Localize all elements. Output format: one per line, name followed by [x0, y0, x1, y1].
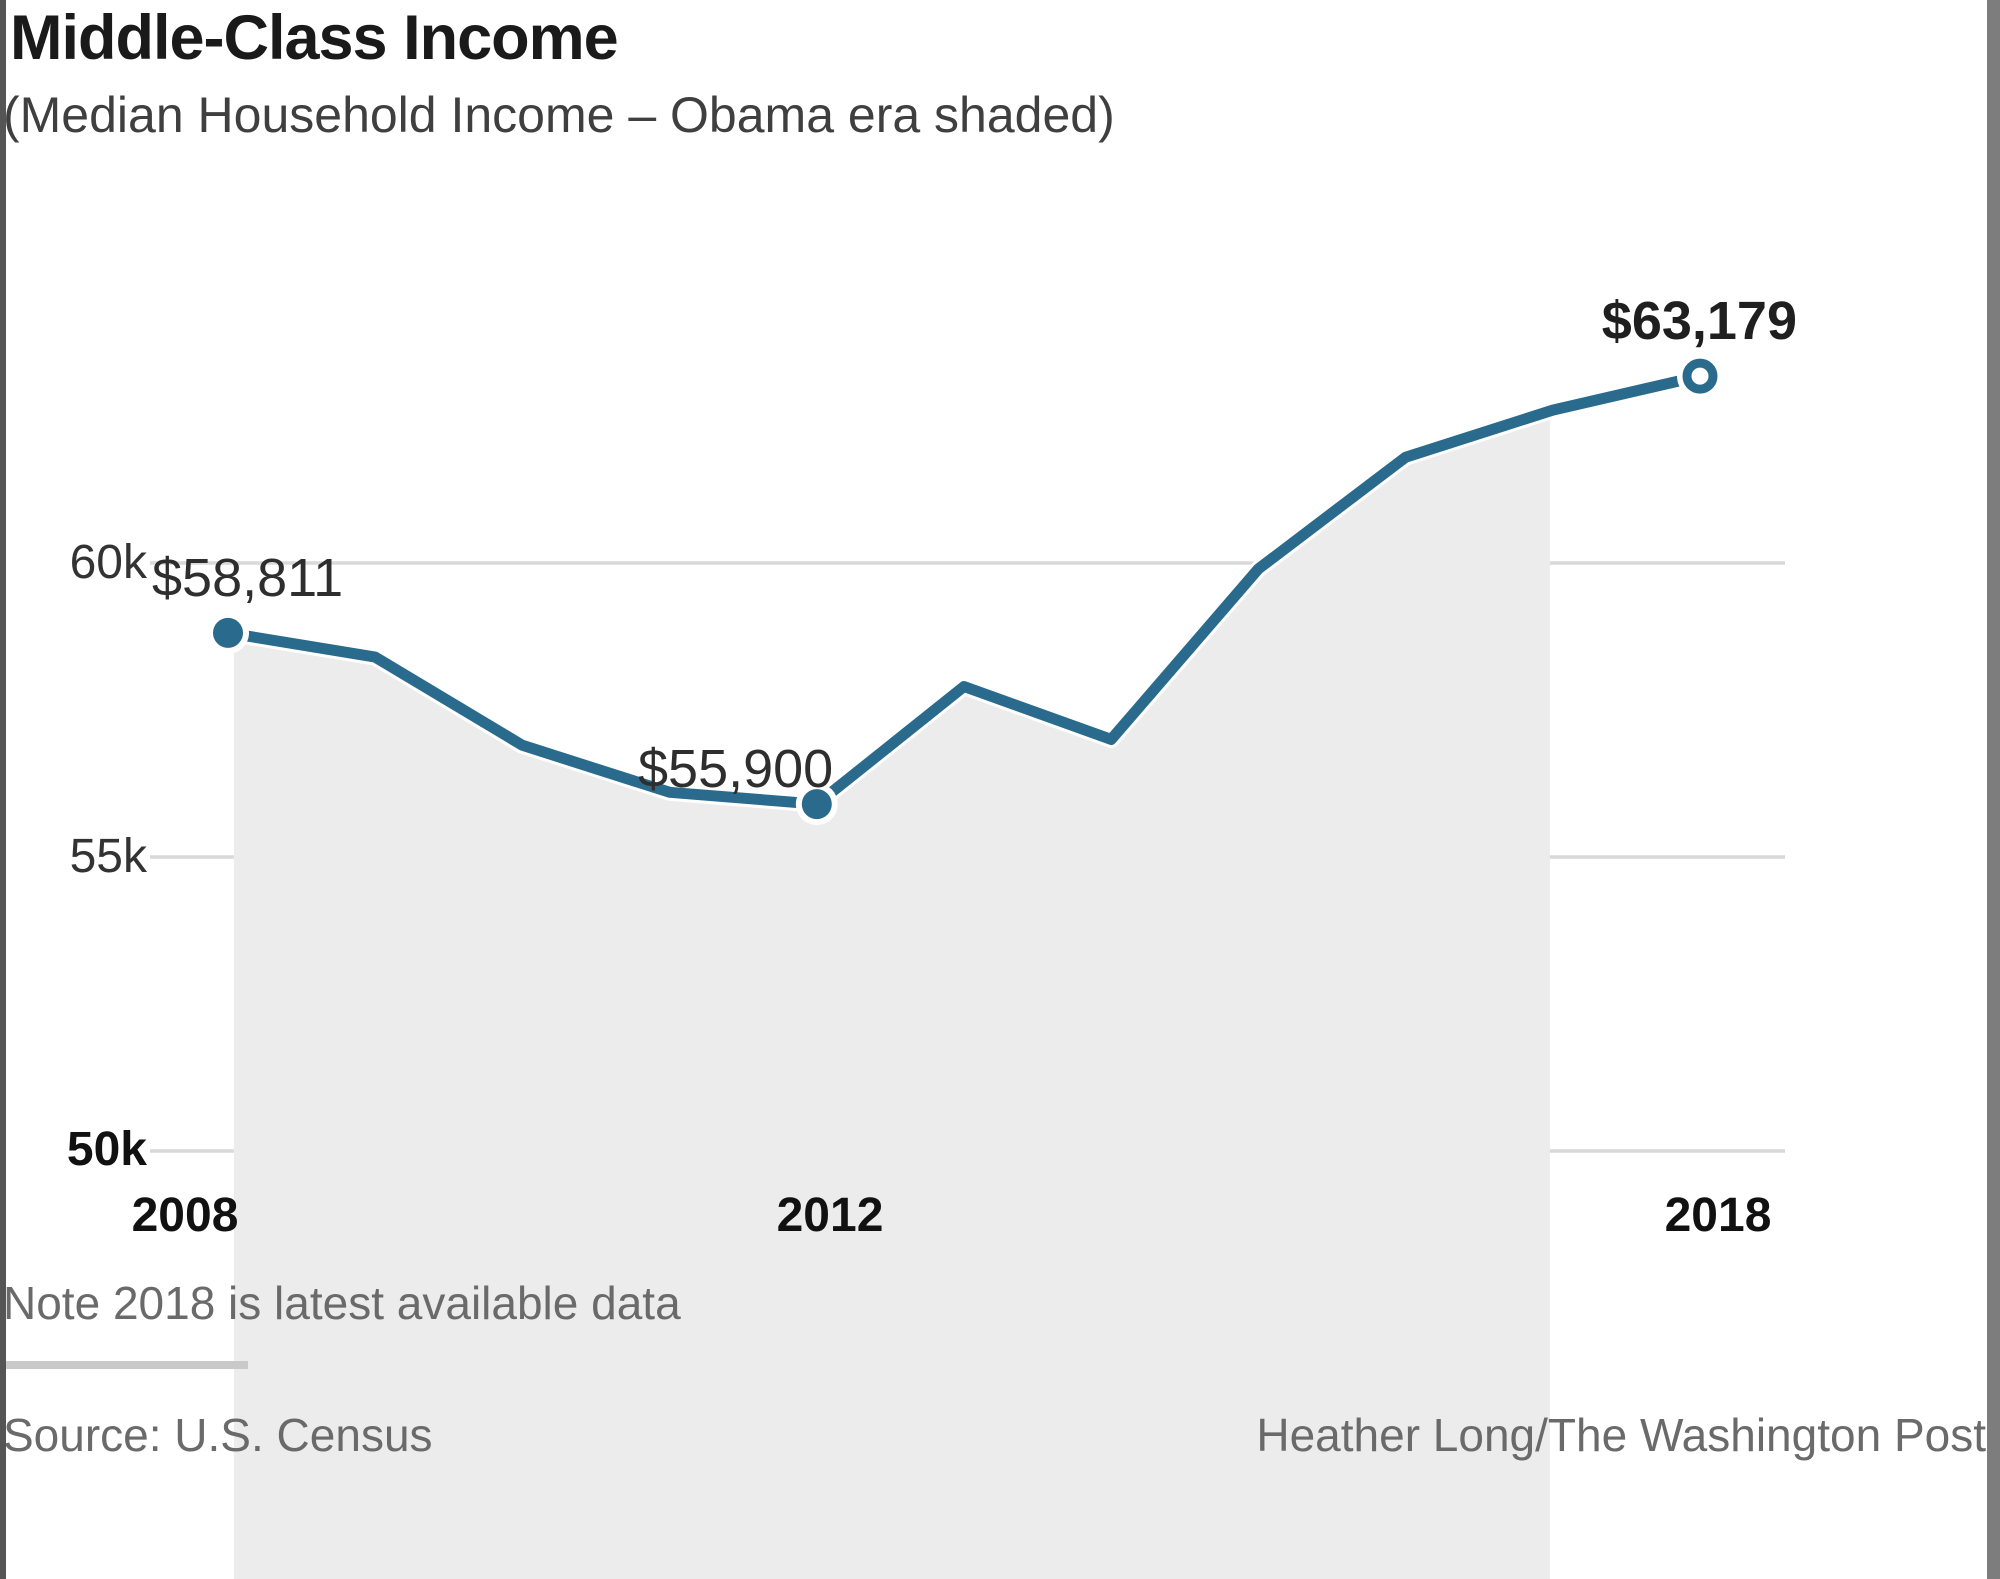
footer-divider [3, 1361, 248, 1369]
x-axis-label-2018: 2018 [1664, 1189, 1772, 1242]
chart-subtitle: (Median Household Income – Obama era sha… [3, 87, 1115, 143]
data-label-2008: $58,811 [152, 548, 344, 608]
x-axis-label-2008: 2008 [131, 1189, 239, 1242]
source-text: Source: U.S. Census [3, 1409, 433, 1461]
income-line [222, 370, 1706, 810]
obama-era-shading [233, 411, 1550, 1579]
note-text: Note 2018 is latest available data [3, 1277, 681, 1329]
chart-title: Middle-Class Income [10, 3, 619, 73]
y-axis-label-55k: 55k [69, 830, 147, 883]
data-point-2008 [213, 617, 243, 648]
data-point-2012 [801, 789, 832, 820]
y-axis-label-50k: 50k [66, 1123, 147, 1176]
data-label-2018: $63,179 [1601, 291, 1797, 351]
data-label-2012: $55,900 [638, 739, 834, 799]
x-axis-label-2012: 2012 [776, 1189, 884, 1242]
credit-text: Heather Long/The Washington Post [1256, 1409, 1986, 1461]
window-left-edge [0, 0, 6, 1579]
scrollbar[interactable] [1987, 0, 2000, 1579]
data-point-open-2018 [1682, 358, 1718, 394]
y-axis-label-60k: 60k [69, 536, 147, 589]
